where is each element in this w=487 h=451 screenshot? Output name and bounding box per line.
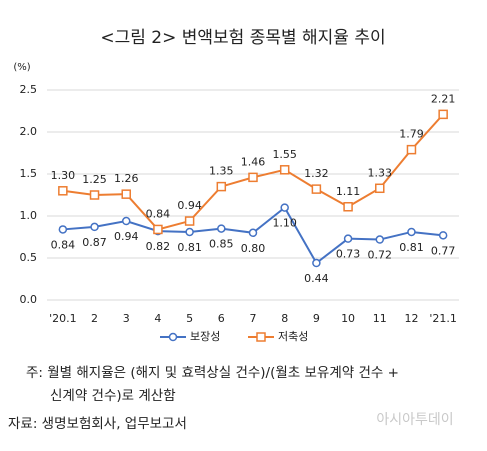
marker (279, 165, 290, 175)
marker (216, 181, 227, 192)
data-label: 0.44 (304, 272, 329, 285)
marker (406, 144, 417, 155)
x-tick-label: 12 (404, 312, 418, 325)
marker (312, 258, 321, 268)
marker (185, 227, 194, 237)
watermark: 아시아투데이 (376, 412, 453, 428)
legend-marker (168, 332, 178, 342)
data-label: 0.77 (431, 244, 456, 257)
marker (438, 109, 448, 120)
data-label: 0.73 (336, 248, 361, 261)
marker (153, 224, 163, 235)
marker (343, 234, 353, 243)
marker (438, 231, 448, 240)
marker (407, 227, 416, 237)
marker (311, 184, 322, 194)
data-label: 1.35 (209, 165, 234, 178)
chart-title: <그림 2> 변액보험 종목별 해지율 추이 (100, 28, 385, 48)
data-label: 1.55 (272, 148, 297, 161)
marker (248, 172, 258, 183)
y-tick-label: 0.0 (20, 293, 38, 306)
x-tick-label: 2 (91, 312, 98, 325)
data-label: 1.11 (336, 185, 361, 198)
x-tick-label: 7 (250, 312, 257, 325)
marker (89, 190, 100, 200)
x-tick-label: 4 (154, 312, 161, 325)
data-label: 2.21 (431, 92, 456, 105)
data-label: 1.30 (51, 169, 76, 182)
data-label: 0.80 (241, 242, 266, 255)
marker (217, 224, 226, 233)
legend-label: 저축성 (278, 330, 308, 343)
x-tick-label: 10 (341, 312, 355, 325)
x-tick-label: '21.1 (429, 312, 457, 325)
data-label: 0.81 (399, 241, 424, 254)
x-tick-label: 6 (218, 312, 225, 325)
marker (58, 186, 68, 196)
x-tick-label: 3 (123, 312, 130, 325)
y-tick-label: 1.5 (20, 167, 38, 180)
data-label: 0.81 (177, 241, 202, 254)
x-tick-label: '20.1 (49, 312, 77, 325)
marker (343, 202, 353, 212)
x-tick-label: 11 (373, 312, 387, 325)
marker (90, 222, 99, 232)
data-label: 0.87 (82, 236, 107, 249)
data-label: 0.82 (146, 240, 171, 253)
note-line: 신계약 건수)로 계산함 (50, 388, 176, 404)
marker (58, 225, 68, 234)
y-unit: (%) (13, 62, 30, 73)
data-label: 1.79 (399, 128, 424, 141)
y-tick-label: 2.0 (20, 125, 38, 138)
source: 자료: 생명보험회사, 업무보고서 (8, 416, 187, 432)
data-label: 0.72 (368, 249, 393, 262)
marker (248, 228, 258, 238)
marker (280, 203, 289, 212)
marker (121, 216, 131, 226)
x-tick-label: 8 (281, 312, 288, 325)
data-label: 1.25 (82, 173, 107, 186)
marker (184, 216, 195, 226)
legend-label: 보장성 (190, 330, 220, 343)
data-label: 1.33 (368, 166, 393, 179)
note-line: 주: 월별 해지율은 (해지 및 효력상실 건수)/(월초 보유계약 건수 + (26, 365, 399, 381)
x-tick-label: 9 (313, 312, 320, 325)
data-label: 1.10 (272, 217, 297, 230)
data-label: 0.94 (114, 230, 139, 243)
marker (121, 189, 131, 199)
marker (375, 183, 385, 194)
x-tick-label: 5 (186, 312, 193, 325)
data-label: 1.32 (304, 167, 329, 180)
y-tick-label: 1.0 (20, 209, 38, 222)
data-label: 0.84 (51, 238, 76, 251)
data-label: 0.84 (146, 207, 171, 220)
y-tick-label: 0.5 (20, 251, 38, 264)
y-tick-label: 2.5 (20, 83, 38, 96)
data-label: 0.85 (209, 238, 234, 251)
marker (375, 235, 385, 244)
data-label: 0.94 (177, 199, 202, 212)
legend-marker (256, 332, 266, 342)
data-label: 1.46 (241, 155, 266, 168)
data-label: 1.26 (114, 172, 139, 185)
